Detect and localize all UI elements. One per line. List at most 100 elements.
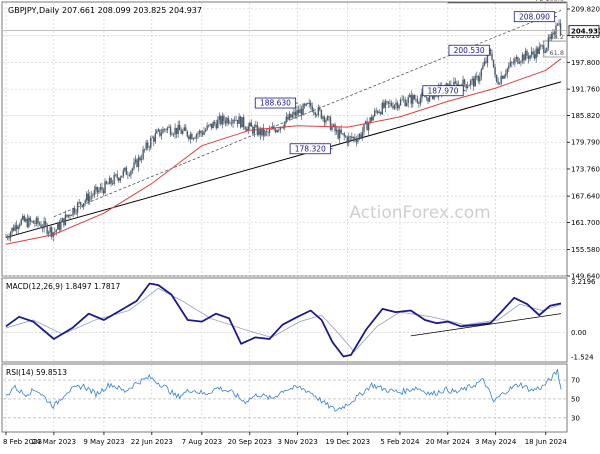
candle-body bbox=[81, 204, 83, 207]
ohlc-label: 207.661 208.099 203.825 204.937 bbox=[62, 6, 202, 15]
candle-body bbox=[175, 127, 178, 135]
candle-body bbox=[200, 130, 202, 134]
candle-body bbox=[466, 86, 469, 89]
candle-body bbox=[206, 125, 208, 130]
candle-body bbox=[20, 219, 22, 225]
candle-body bbox=[220, 116, 222, 125]
candle-body bbox=[73, 208, 76, 213]
candle-body bbox=[70, 215, 73, 217]
candle-body bbox=[439, 85, 441, 86]
candle-body bbox=[445, 83, 447, 85]
candle-body bbox=[553, 32, 556, 34]
candle-body bbox=[349, 136, 352, 137]
candle-body bbox=[268, 129, 271, 133]
candle-body bbox=[191, 134, 193, 140]
candle-body bbox=[398, 105, 400, 109]
candle-body bbox=[527, 55, 530, 59]
candle-body bbox=[35, 217, 38, 224]
x-tick-label: 20 Mar 2024 bbox=[426, 438, 471, 446]
macd-y-tick-label: 0.00 bbox=[571, 329, 587, 337]
candle-body bbox=[259, 128, 262, 136]
price-trendline bbox=[5, 81, 562, 239]
candle-body bbox=[345, 136, 347, 138]
candle-body bbox=[306, 103, 309, 104]
candle-body bbox=[14, 225, 16, 231]
price-y-tick-label: 197.800 bbox=[571, 59, 600, 67]
candle-body bbox=[509, 62, 511, 67]
candle-body bbox=[384, 101, 387, 108]
candle-body bbox=[104, 181, 106, 194]
candle-body bbox=[87, 193, 89, 202]
candle-body bbox=[249, 122, 251, 127]
candle-body bbox=[174, 127, 176, 135]
candle-body bbox=[297, 110, 300, 114]
candle-body bbox=[535, 48, 537, 59]
annotation-label: 187.970 bbox=[428, 86, 459, 95]
candle-body bbox=[319, 107, 321, 110]
candle-body bbox=[518, 62, 521, 64]
candle-body bbox=[64, 214, 67, 226]
candle-body bbox=[210, 123, 213, 129]
candle-body bbox=[212, 122, 214, 129]
candle-body bbox=[37, 217, 39, 224]
candle-body bbox=[44, 221, 47, 225]
candle-body bbox=[421, 92, 423, 99]
candle-body bbox=[485, 61, 487, 63]
candle-body bbox=[119, 177, 121, 181]
candle-body bbox=[314, 112, 316, 116]
annotation-label: 200.530 bbox=[454, 46, 485, 55]
candle-body bbox=[204, 129, 207, 132]
candle-body bbox=[136, 159, 138, 167]
annotation-label: 208.090 bbox=[519, 12, 550, 21]
x-tick-label: 22 Jun 2023 bbox=[131, 438, 173, 446]
candle-body bbox=[410, 95, 412, 104]
candle-body bbox=[541, 45, 543, 46]
candle-body bbox=[332, 124, 335, 127]
candle-body bbox=[533, 54, 536, 59]
candle-body bbox=[367, 122, 370, 131]
candle-body bbox=[227, 118, 230, 124]
candle-body bbox=[151, 137, 153, 139]
candle-body bbox=[169, 126, 172, 135]
candle-body bbox=[540, 45, 542, 47]
candle-body bbox=[508, 66, 510, 69]
candle-body bbox=[329, 117, 332, 130]
candle-body bbox=[380, 112, 382, 115]
candle-body bbox=[250, 122, 252, 127]
candle-body bbox=[454, 81, 457, 84]
candle-body bbox=[282, 127, 284, 129]
candle-body bbox=[468, 85, 470, 87]
candle-body bbox=[477, 75, 479, 82]
candle-body bbox=[139, 157, 141, 160]
candle-body bbox=[60, 222, 62, 230]
candle-body bbox=[343, 133, 345, 137]
candle-body bbox=[265, 131, 268, 133]
candle-body bbox=[79, 202, 82, 205]
candle-body bbox=[515, 57, 518, 60]
candle-body bbox=[83, 203, 85, 207]
price-y-tick-label: 203.810 bbox=[571, 32, 600, 40]
candle-body bbox=[29, 217, 32, 222]
candle-body bbox=[425, 97, 428, 98]
candle-body bbox=[239, 116, 242, 128]
price-y-tick-label: 179.790 bbox=[571, 139, 600, 147]
candle-body bbox=[278, 129, 280, 131]
candle-body bbox=[31, 220, 33, 222]
annotation-label: 178.320 bbox=[295, 144, 326, 153]
candle-body bbox=[340, 129, 342, 134]
candle-body bbox=[195, 134, 198, 139]
candle-body bbox=[412, 95, 414, 104]
candle-body bbox=[479, 76, 481, 82]
candle-body bbox=[285, 116, 288, 122]
x-tick-label: 9 May 2023 bbox=[83, 438, 124, 446]
candle-body bbox=[402, 99, 405, 101]
x-tick-label: 19 Dec 2023 bbox=[325, 438, 370, 446]
candle-body bbox=[274, 129, 277, 133]
candle-body bbox=[428, 92, 431, 102]
candle-body bbox=[140, 158, 143, 160]
candle-body bbox=[308, 102, 310, 104]
candle-body bbox=[390, 102, 393, 107]
candle-body bbox=[255, 125, 257, 127]
candle-body bbox=[38, 223, 41, 225]
candle-body bbox=[178, 124, 181, 131]
